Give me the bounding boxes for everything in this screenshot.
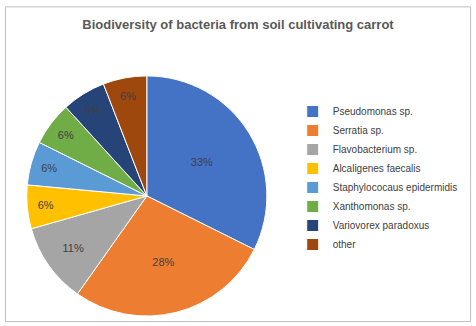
svg-text:Staphylococaus epidermidis: Staphylococaus epidermidis — [333, 182, 458, 193]
svg-text:6%: 6% — [85, 104, 101, 116]
svg-text:Xanthomonas sp.: Xanthomonas sp. — [333, 201, 411, 212]
svg-text:6%: 6% — [58, 129, 74, 141]
svg-text:28%: 28% — [152, 256, 174, 268]
svg-text:Flavobacterium sp.: Flavobacterium sp. — [333, 144, 417, 155]
svg-text:Alcaligenes faecalis: Alcaligenes faecalis — [333, 163, 421, 174]
svg-text:11%: 11% — [63, 242, 84, 254]
svg-text:Pseudomonas sp.: Pseudomonas sp. — [333, 106, 413, 117]
svg-text:33%: 33% — [191, 156, 213, 168]
svg-text:Biodiversity of bacteria from: Biodiversity of bacteria from soil culti… — [82, 17, 394, 32]
svg-text:Variovorex paradoxus: Variovorex paradoxus — [333, 220, 430, 231]
svg-text:6%: 6% — [38, 199, 54, 211]
svg-text:other: other — [333, 239, 356, 250]
svg-text:Serratia sp.: Serratia sp. — [333, 125, 384, 136]
svg-text:6%: 6% — [120, 90, 136, 102]
svg-text:6%: 6% — [41, 162, 57, 174]
